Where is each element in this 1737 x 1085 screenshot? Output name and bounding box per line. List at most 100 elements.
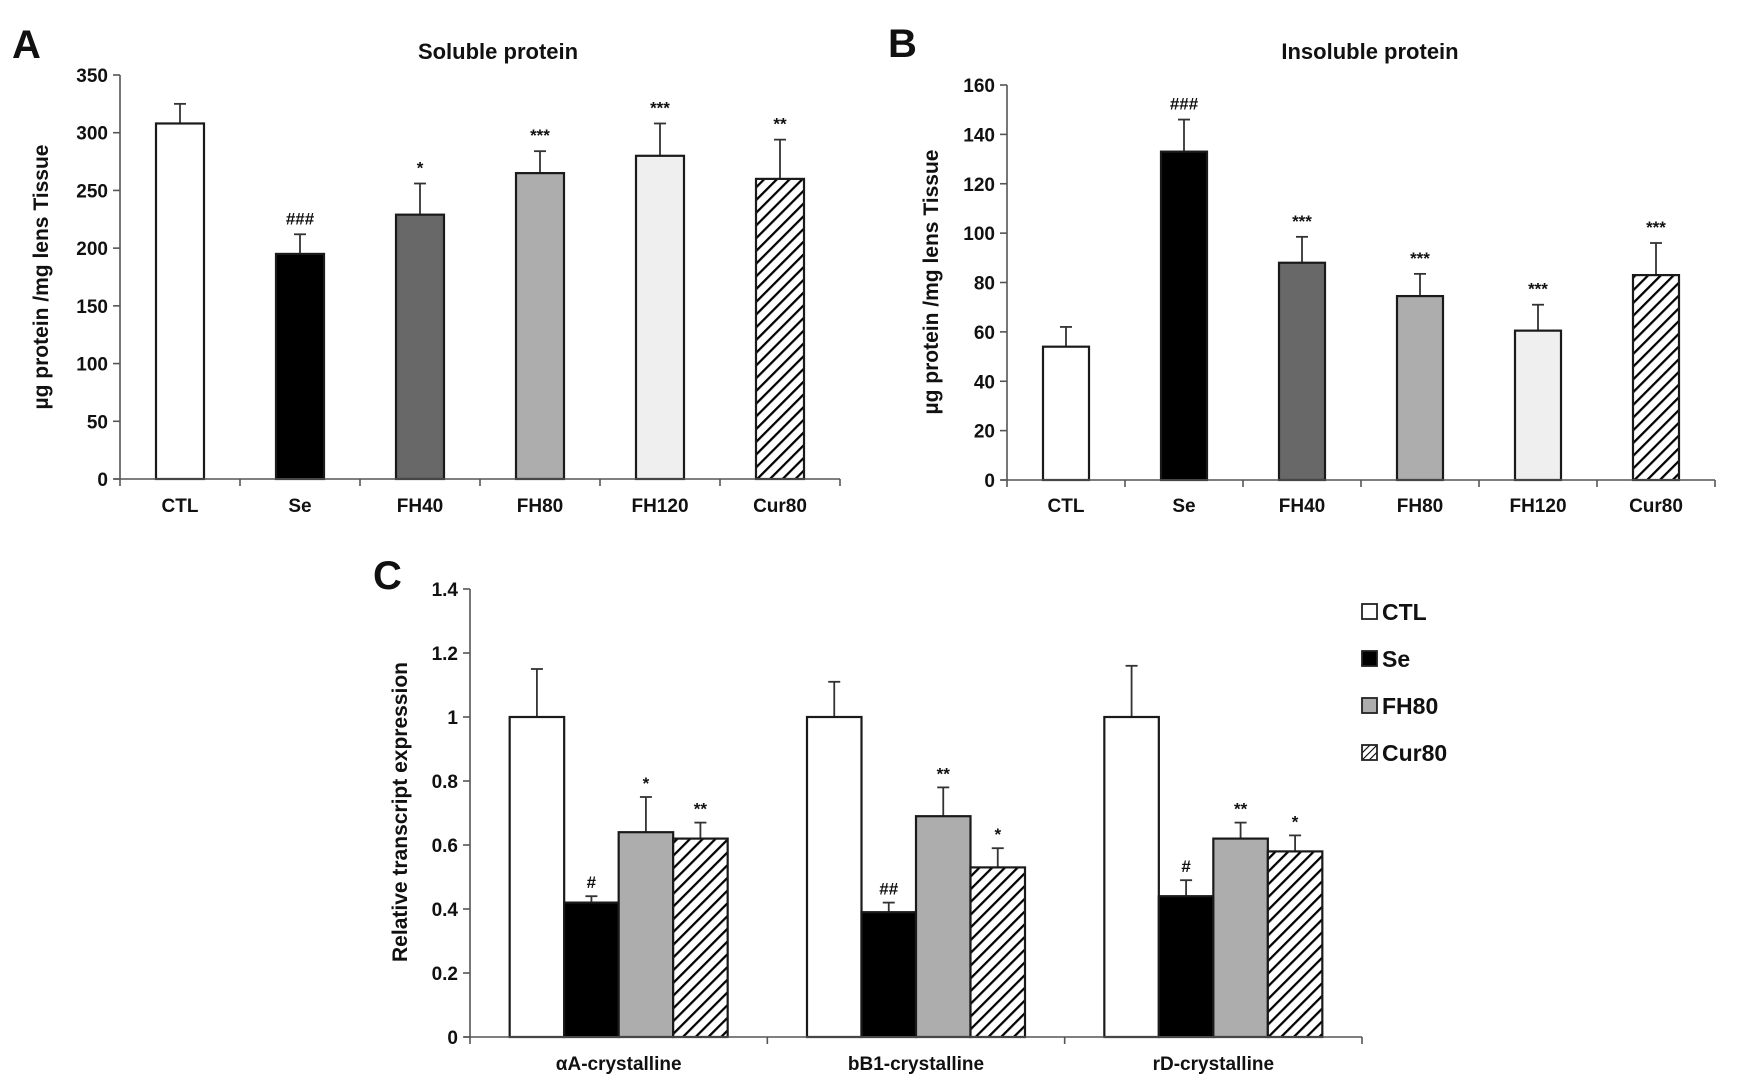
x-tick-labels-a: CTL Se FH40 FH80 FH120 Cur80	[162, 496, 807, 517]
bar-ctl	[154, 122, 206, 481]
bar-cur80	[672, 837, 729, 1039]
x-tick-label-fh120: FH120	[631, 496, 688, 517]
significance-label: *	[1292, 812, 1299, 831]
y-tick-label: 0.4	[432, 900, 459, 921]
bar-cur80	[754, 177, 806, 481]
y-tick-label: 1.2	[432, 644, 458, 665]
bar-fh80	[514, 172, 566, 481]
legend-swatch-fh80	[1361, 697, 1378, 714]
significance-label: *	[643, 774, 650, 793]
panel-b-insoluble-protein: B Insoluble protein µg protein /mg lens …	[888, 22, 1716, 517]
y-tick-label: 0	[97, 470, 108, 491]
bar-cur80	[969, 866, 1027, 1039]
legend-swatch-cur80	[1361, 744, 1378, 761]
legend-item-ctl: CTL	[1361, 599, 1427, 625]
y-axis-label-c: Relative transcript expression	[389, 662, 412, 962]
y-tick-label: 0.6	[432, 836, 458, 857]
bar-ctl	[1103, 715, 1160, 1039]
bar-fh120	[634, 154, 686, 481]
significance-label: ###	[286, 209, 315, 228]
x-tick-label-ctl: CTL	[1048, 496, 1085, 517]
significance-label: ***	[1646, 218, 1666, 237]
x-tick-label-fh40: FH40	[1279, 496, 1325, 517]
bar-cur80	[1631, 273, 1681, 482]
bars-a: ###*********	[154, 98, 806, 481]
legend-label: CTL	[1382, 599, 1427, 625]
legend-label: FH80	[1382, 693, 1438, 719]
y-tick-label: 100	[76, 355, 108, 376]
panel-a-soluble-protein: A Soluble protein µg protein /mg lens Ti…	[12, 23, 841, 517]
significance-label: **	[1234, 800, 1248, 819]
y-tick-label: 0	[984, 471, 995, 492]
y-tick-label: 1	[447, 708, 458, 729]
legend-item-fh80: FH80	[1361, 693, 1438, 719]
legend-swatch-ctl	[1361, 603, 1378, 620]
x-tick-label-cur80: Cur80	[753, 496, 807, 517]
significance-label: *	[417, 159, 424, 178]
significance-label: ##	[879, 880, 898, 899]
significance-label: **	[937, 764, 951, 783]
bar-fh80	[914, 815, 972, 1039]
bar-ctl	[508, 715, 566, 1039]
bar-cur80	[1266, 850, 1324, 1039]
bar-ctl	[805, 715, 863, 1039]
y-tick-label: 140	[963, 125, 995, 146]
legend-label: Cur80	[1382, 740, 1447, 766]
y-tick-label: 160	[963, 76, 995, 97]
x-tick-label-a-crystalline: αA-crystalline	[556, 1054, 682, 1075]
x-tick-labels-c: αA-crystalline bB1-crystalline rD-crystall…	[556, 1054, 1274, 1075]
panel-letter-b: B	[888, 22, 917, 66]
bar-fh40	[394, 213, 446, 481]
y-tick-label: 1.4	[432, 580, 459, 601]
axes-a	[113, 74, 841, 486]
significance-label: *	[994, 825, 1001, 844]
y-tick-label: 300	[76, 124, 108, 145]
y-tick-label: 50	[87, 412, 108, 433]
bar-ctl	[1041, 345, 1091, 482]
bar-se	[274, 252, 326, 481]
panel-letter-c: C	[373, 554, 402, 598]
panel-c-transcript-expression: C Relative transcript expression 0 0.2 0.4…	[373, 554, 1447, 1075]
y-tick-label: 60	[974, 323, 995, 344]
y-tick-label: 0.8	[432, 772, 458, 793]
bar-se	[563, 901, 620, 1039]
y-tick-label: 200	[76, 239, 108, 260]
significance-label: ***	[1410, 249, 1430, 268]
bars-b: ### *** *** *** ***	[1041, 95, 1681, 482]
chart-title-a: Soluble protein	[418, 39, 578, 64]
x-tick-label-cur80: Cur80	[1629, 496, 1683, 517]
x-tick-label-fh80: FH80	[517, 496, 563, 517]
significance-label: #	[587, 873, 597, 892]
x-tick-label-ctl: CTL	[162, 496, 199, 517]
x-tick-label-fh40: FH40	[397, 496, 443, 517]
significance-label: ###	[1170, 95, 1199, 114]
y-axis-label-a: µg protein /mg lens Tissue	[30, 145, 53, 410]
bar-se	[1159, 150, 1209, 482]
y-tick-label: 120	[963, 175, 995, 196]
x-tick-label-se: Se	[1172, 496, 1195, 517]
axes-c	[463, 588, 1363, 1044]
y-tick-label: 100	[963, 224, 995, 245]
legend-label: Se	[1382, 646, 1410, 672]
bar-se	[860, 911, 918, 1039]
bar-fh80	[617, 831, 675, 1039]
bar-fh80	[1395, 294, 1445, 482]
y-tick-label: 250	[76, 181, 108, 202]
bar-fh80	[1212, 837, 1269, 1039]
y-tick-label: 40	[974, 372, 995, 393]
legend-c: CTL Se FH80 Cur80	[1361, 599, 1447, 766]
chart-title-b: Insoluble protein	[1281, 39, 1458, 64]
x-tick-label-bb1-crystalline: bB1-crystalline	[848, 1054, 984, 1075]
y-tick-label: 350	[76, 66, 108, 87]
x-tick-label-se: Se	[288, 496, 311, 517]
significance-label: ***	[650, 98, 670, 117]
y-tick-label: 150	[76, 297, 108, 318]
bar-se	[1157, 895, 1215, 1039]
significance-label: ***	[1528, 280, 1548, 299]
bar-fh40	[1277, 261, 1327, 482]
y-ticks-b: 0 20 40 60 80 100 120 140 160	[963, 76, 995, 492]
bar-fh120	[1513, 329, 1563, 482]
x-tick-label-rd-crystalline: rD-crystalline	[1153, 1054, 1274, 1075]
y-ticks-c: 0 0.2 0.4 0.6 0.8 1 1.2 1.4	[432, 580, 459, 1049]
